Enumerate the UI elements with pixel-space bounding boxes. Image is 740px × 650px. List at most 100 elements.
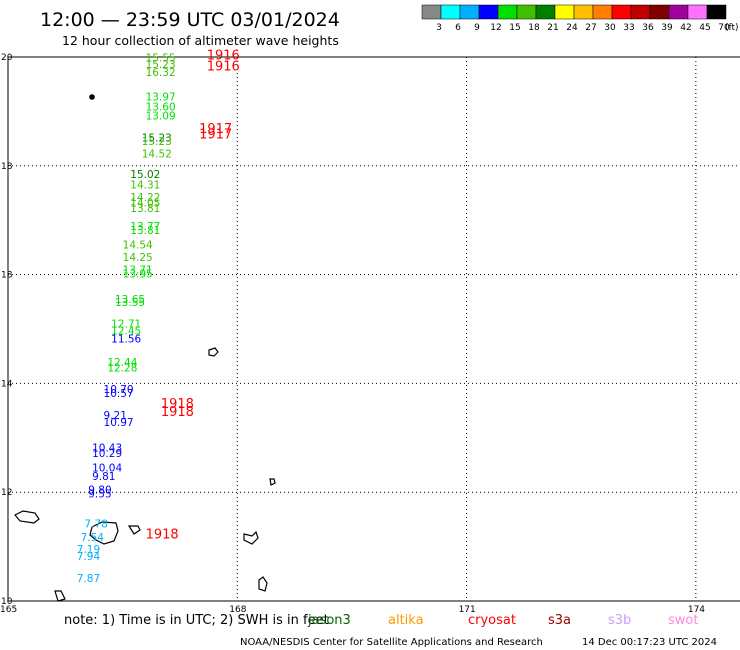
satellite-legend-altika: altika [388, 613, 424, 628]
satellite-legend-s3a: s3a [548, 613, 571, 628]
swh-value: 9.80 [88, 484, 111, 496]
coastline-islands [14, 94, 276, 602]
island-shape [89, 521, 119, 545]
note-text: note: 1) Time is in UTC; 2) SWH is in fe… [64, 613, 329, 628]
color-scale-label: 24 [566, 23, 578, 33]
swh-value: 13.81 [130, 203, 160, 215]
chart-title: 12:00 — 23:59 UTC 03/01/2024 [40, 9, 340, 31]
swh-value: 7.19 [77, 544, 100, 556]
color-swatch [516, 4, 537, 20]
satellite-legend-jason3: jason3 [307, 613, 351, 628]
swh-value: 14.54 [123, 239, 153, 251]
color-scale-label: 12 [490, 23, 501, 33]
swh-value: 14.31 [130, 180, 160, 192]
color-swatch [668, 4, 689, 20]
color-scale-label: 6 [455, 23, 461, 33]
island-shape [243, 530, 259, 545]
swh-value: 15.23 [142, 132, 172, 144]
color-swatch [649, 4, 670, 20]
island-shape [54, 590, 66, 602]
color-scale-label: 30 [604, 23, 616, 33]
color-scale-legend: 3 6 9 12 15 18 21 24 27 30 33 36 39 42 45 70(ft) [421, 4, 739, 33]
track-time-label: 1918 [146, 527, 179, 542]
swh-value: 14.05 [130, 198, 160, 210]
swh-value: 15.55 [146, 52, 176, 64]
swh-value: 10.04 [92, 463, 122, 475]
color-scale-label: 39 [661, 23, 673, 33]
color-scale-label: 9 [474, 23, 480, 33]
color-scale-label: 27 [585, 23, 596, 33]
island-shape [258, 576, 268, 592]
color-scale-label: 18 [528, 23, 540, 33]
swh-value: 12.71 [111, 318, 141, 330]
x-tick-label: 174 [688, 605, 705, 615]
swh-value: 12.28 [107, 362, 137, 374]
plot-area [7, 56, 740, 602]
color-scale-label: 42 [680, 23, 691, 33]
island-shape [269, 478, 276, 486]
swh-value: 10.29 [92, 448, 122, 460]
swh-value: 13.95 [123, 268, 153, 280]
satellite-legend-s3b: s3b [608, 613, 631, 628]
track-time-label: 1916 [207, 49, 240, 64]
color-swatch [497, 4, 518, 20]
island-shape [208, 347, 219, 357]
color-swatch [573, 4, 594, 20]
track-time-label: 1917 [199, 128, 232, 143]
y-tick-label: 12 [1, 488, 12, 498]
swh-value: 14.25 [123, 252, 153, 264]
color-scale-label: 70 [718, 23, 730, 33]
swh-value: 10.43 [92, 442, 122, 454]
color-swatch [459, 4, 480, 20]
x-tick-label: 171 [459, 605, 476, 615]
color-scale-label: 33 [623, 23, 634, 33]
color-scale-label: 36 [642, 23, 654, 33]
y-tick-label: 20 [1, 53, 13, 63]
color-swatch [611, 4, 632, 20]
color-scale-label: 21 [547, 23, 558, 33]
footer-timestamp: 14 Dec 00:17:23 UTC 2024 [582, 637, 717, 648]
swh-value: 7.94 [77, 551, 101, 563]
y-tick-label: 14 [1, 379, 13, 389]
satellite-legend: jason3 altika cryosat s3a s3b swot [307, 613, 698, 628]
swh-value: 15.02 [130, 169, 160, 181]
swh-value: 10.70 [104, 384, 134, 396]
color-swatch [478, 4, 499, 20]
x-tick-label: 168 [229, 605, 246, 615]
color-swatch [421, 4, 442, 20]
swh-value: 13.09 [146, 111, 176, 123]
satellite-legend-swot: swot [668, 613, 698, 628]
swh-value: 13.60 [146, 101, 176, 113]
track-time-labels: 1916191619171917191819181918185818591901… [146, 49, 240, 543]
footer-credit: NOAA/NESDIS Center for Satellite Applica… [240, 637, 543, 648]
y-tick-label: 10 [1, 597, 13, 607]
track-time-label: 1916 [207, 60, 240, 75]
y-tick-label: 18 [1, 162, 13, 172]
swh-value: 14.52 [142, 149, 172, 161]
island-shape [14, 510, 40, 524]
track-time-label: 1918 [161, 397, 194, 412]
swh-value: 7.78 [84, 519, 107, 531]
color-swatch [706, 4, 727, 20]
swh-value: 10.97 [104, 417, 134, 429]
swh-value: 9.81 [92, 471, 115, 483]
swh-value: 12.45 [111, 325, 141, 337]
color-scale-unit: (ft) [725, 23, 739, 33]
x-tick-label: 165 [0, 605, 17, 615]
color-scale-label: 15 [509, 23, 520, 33]
track-time-label: 1917 [199, 122, 232, 137]
island-dot [89, 94, 95, 100]
grid [8, 57, 740, 601]
swh-value: 13.65 [115, 294, 145, 306]
swh-value: 9.55 [88, 489, 111, 501]
plot-border [7, 56, 740, 602]
island-shape [127, 525, 141, 535]
swh-values: 15.5515.2316.3213.9713.6013.0915.2315.23… [77, 52, 176, 585]
swh-value: 13.81 [130, 225, 160, 237]
swh-value: 16.32 [146, 67, 176, 79]
color-swatch [630, 4, 651, 20]
y-tick-label: 18 [1, 271, 13, 281]
swh-value: 7.87 [77, 573, 100, 585]
swh-value: 13.97 [146, 92, 176, 104]
